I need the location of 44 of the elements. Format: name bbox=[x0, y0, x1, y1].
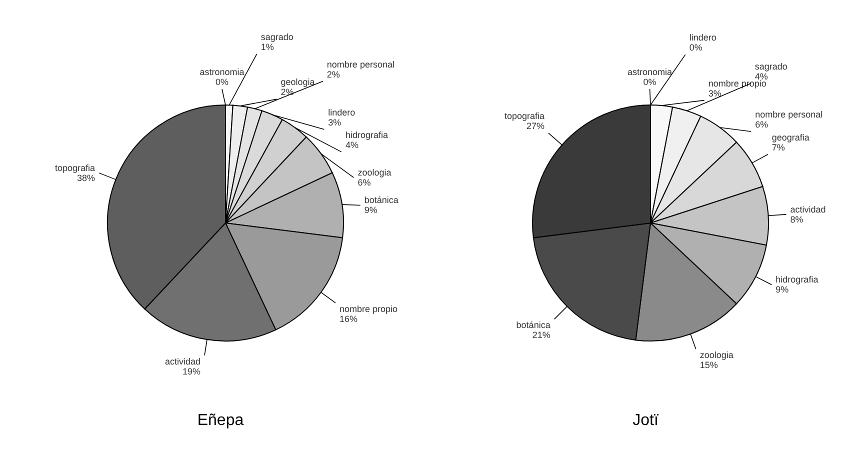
slice-label: botánica bbox=[516, 320, 550, 330]
slice-label: zoologia bbox=[700, 350, 734, 360]
slice-label: nombre personal bbox=[755, 109, 823, 120]
text: 0% bbox=[643, 77, 656, 87]
data-label: 27% bbox=[526, 121, 544, 132]
slice-label: hidrografia bbox=[345, 130, 388, 140]
slice-label: botánica bbox=[364, 195, 398, 206]
data-label: 19% bbox=[182, 366, 201, 376]
text: Jotï bbox=[632, 412, 658, 430]
category-label: lindero bbox=[689, 32, 716, 43]
data-label: 3% bbox=[708, 88, 722, 98]
slice-label: geografia bbox=[772, 132, 810, 142]
data-label: 6% bbox=[755, 119, 768, 130]
slice-label: lindero bbox=[328, 107, 356, 118]
data-label: 7% bbox=[772, 142, 785, 152]
data-label: 4% bbox=[345, 140, 358, 150]
data-label: 9% bbox=[364, 205, 378, 216]
slice-label: hidrografia bbox=[776, 274, 818, 285]
slice-label: zoologia bbox=[358, 168, 392, 178]
text: Eñepa bbox=[197, 412, 244, 430]
data-label: 15% bbox=[700, 360, 718, 370]
data-label: 2% bbox=[326, 69, 340, 80]
data-label: 9% bbox=[776, 284, 789, 295]
data-label: 1% bbox=[260, 42, 274, 52]
slice-label: sagrado bbox=[260, 32, 294, 42]
data-label: 6% bbox=[358, 178, 371, 188]
data-label: 8% bbox=[790, 214, 804, 224]
category-label: astronomia bbox=[200, 67, 244, 78]
data-label: 38% bbox=[77, 172, 96, 183]
data-label: 2% bbox=[280, 87, 294, 98]
text: 0% bbox=[215, 77, 228, 88]
slice-label: actividad bbox=[165, 356, 201, 366]
data-label: 16% bbox=[340, 314, 358, 324]
slice-label: topografia bbox=[504, 111, 544, 122]
slice-label: topografia bbox=[55, 162, 96, 173]
data-label: 21% bbox=[532, 330, 550, 340]
slice-label: sagrado bbox=[754, 61, 788, 72]
data-label: 3% bbox=[328, 117, 342, 128]
slice-label: geologia bbox=[280, 77, 315, 88]
slice-label: nombre personal bbox=[326, 59, 394, 70]
category-label: astronomia bbox=[628, 67, 672, 77]
slice-label: actividad bbox=[790, 204, 826, 214]
slice-label: nombre propio bbox=[340, 304, 398, 314]
text: 0% bbox=[689, 42, 702, 53]
